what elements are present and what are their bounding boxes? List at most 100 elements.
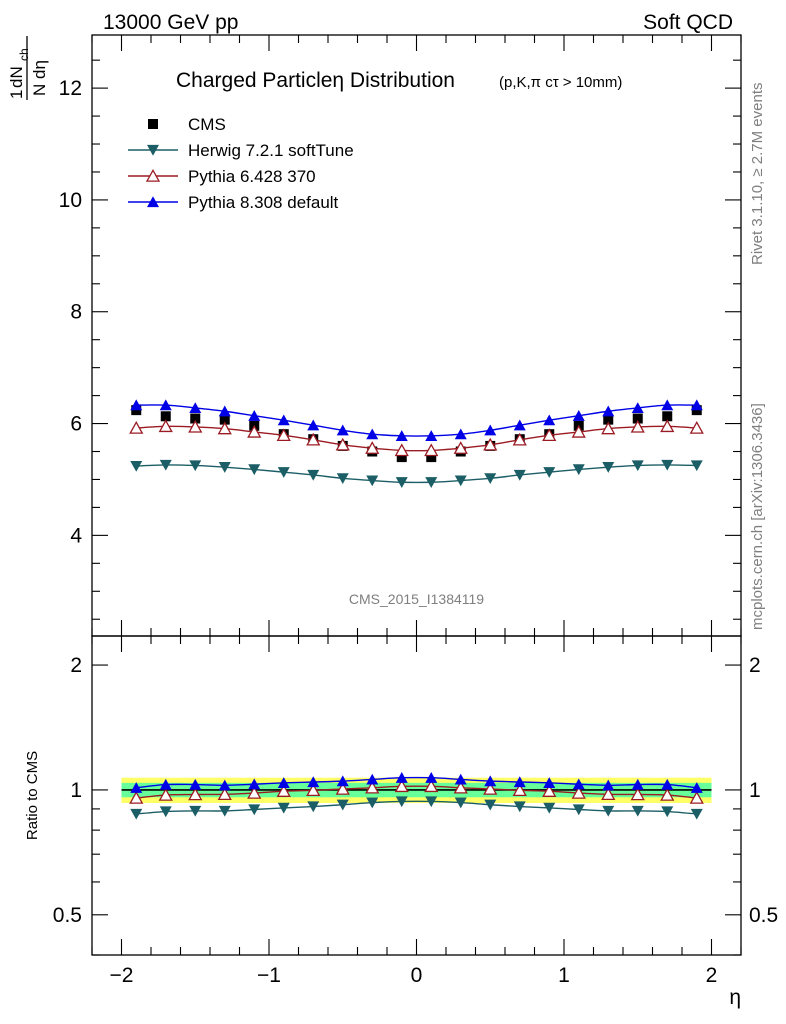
ratio-point-pythia-8-308-default (277, 777, 290, 788)
data-point-pythia-8-308-default (631, 402, 644, 413)
mcplots-label: mcplots.cern.ch [arXiv:1306.3436] (749, 403, 766, 630)
ratio-point-pythia-6-428-370 (512, 783, 527, 797)
y-axis-title: 1 dN ch N dη (7, 36, 49, 100)
ratio-axis-ticks: 0.5 0.5 1 1 2 2 −2 −1 0 1 2 (53, 636, 778, 987)
ratio-y-axis-title: Ratio to CMS (24, 751, 41, 840)
ratio-point-herwig-7-2-1-softtune (366, 797, 379, 809)
y-tick-label: 10 (59, 189, 82, 212)
data-point-pythia-6-428-370 (335, 437, 350, 451)
ratio-y-tick-label-left: 0.5 (53, 904, 82, 927)
data-point-herwig-7-2-1-softtune (277, 467, 290, 478)
data-point-pythia-8-308-default (572, 410, 585, 421)
legend-marker-pythia-8-308-default (147, 196, 159, 208)
x-axis-title: η (729, 986, 741, 1009)
data-point-pythia-8-308-default (690, 399, 703, 411)
ratio-point-pythia-8-308-default (189, 778, 202, 790)
ratio-point-pythia-6-428-370 (247, 785, 262, 799)
data-point-herwig-7-2-1-softtune (248, 464, 261, 476)
ratio-point-pythia-8-308-default (366, 773, 379, 785)
ratio-point-pythia-8-308-default (307, 776, 320, 788)
data-point-herwig-7-2-1-softtune (395, 477, 408, 488)
ratio-point-pythia-8-308-default (690, 782, 703, 793)
main-plot-area (129, 399, 704, 488)
ratio-point-herwig-7-2-1-softtune (248, 804, 261, 816)
data-point-pythia-6-428-370 (542, 428, 557, 442)
data-point-pythia-8-308-default (366, 428, 379, 440)
data-point-pythia-6-428-370 (365, 441, 380, 454)
data-point-pythia-6-428-370 (247, 424, 262, 438)
x-tick-label: 2 (706, 964, 718, 987)
data-point-herwig-7-2-1-softtune (366, 475, 379, 487)
y-tick-label: 6 (70, 413, 82, 436)
data-point-pythia-6-428-370 (276, 428, 291, 442)
ratio-point-pythia-8-308-default (159, 778, 172, 790)
ratio-point-herwig-7-2-1-softtune (661, 806, 674, 818)
data-point-herwig-7-2-1-softtune (661, 459, 674, 471)
x-tick-label: −1 (257, 964, 281, 987)
ratio-point-herwig-7-2-1-softtune (631, 805, 644, 817)
legend-marker-pythia-6-428-370 (145, 168, 161, 182)
data-point-herwig-7-2-1-softtune (218, 462, 231, 473)
legend-marker-herwig-7-2-1-softtune (147, 144, 159, 156)
ratio-point-herwig-7-2-1-softtune (454, 797, 467, 809)
ratio-point-pythia-6-428-370 (630, 787, 645, 801)
data-point-pythia-8-308-default (277, 414, 290, 426)
data-point-pythia-6-428-370 (158, 419, 173, 433)
data-point-pythia-6-428-370 (306, 432, 321, 446)
ratio-point-pythia-6-428-370 (306, 783, 321, 797)
ratio-point-herwig-7-2-1-softtune (307, 801, 320, 813)
ratio-point-herwig-7-2-1-softtune (513, 801, 526, 813)
main-axis-ticks: 4 6 8 10 12 (59, 35, 742, 636)
data-point-cms (662, 411, 673, 422)
ratio-y-tick-label-left: 1 (70, 779, 82, 802)
data-point-pythia-8-308-default (189, 402, 202, 413)
y-axis-title-den: N dη (30, 60, 49, 96)
legend-label-pythia-6-428-370: Pythia 6.428 370 (188, 167, 316, 186)
data-point-herwig-7-2-1-softtune (602, 462, 615, 473)
ratio-point-pythia-8-308-default (395, 772, 408, 783)
data-point-pythia-8-308-default (395, 430, 408, 441)
ratio-point-pythia-8-308-default (572, 778, 585, 790)
ratio-point-herwig-7-2-1-softtune (602, 805, 615, 817)
data-point-pythia-6-428-370 (188, 419, 203, 433)
ratio-point-pythia-8-308-default (602, 779, 615, 791)
data-point-pythia-6-428-370 (660, 419, 675, 433)
ratio-point-pythia-6-428-370 (158, 788, 173, 801)
series-line-herwig-7-2-1-softtune (136, 464, 697, 484)
ratio-point-pythia-8-308-default (631, 778, 644, 790)
data-point-herwig-7-2-1-softtune (572, 464, 585, 476)
ratio-point-pythia-6-428-370 (188, 787, 203, 801)
data-point-pythia-6-428-370 (453, 441, 468, 454)
ratio-point-pythia-8-308-default (336, 775, 349, 787)
data-point-herwig-7-2-1-softtune (543, 467, 556, 478)
data-point-pythia-8-308-default (454, 428, 467, 440)
data-point-pythia-8-308-default (513, 419, 526, 431)
data-point-cms (426, 452, 437, 463)
data-point-pythia-6-428-370 (601, 421, 616, 435)
data-point-pythia-8-308-default (218, 405, 231, 417)
ratio-point-pythia-6-428-370 (129, 790, 144, 804)
legend: CMS Herwig 7.2.1 softTune Pythia 6.428 370… (128, 115, 354, 212)
legend-marker-cms (148, 119, 158, 129)
ratio-point-pythia-8-308-default (661, 778, 674, 790)
ratio-point-pythia-6-428-370 (424, 779, 439, 793)
ratio-y-tick-label-right: 1 (749, 779, 761, 802)
ratio-point-pythia-6-428-370 (483, 781, 498, 795)
ratio-point-herwig-7-2-1-softtune (277, 802, 290, 814)
data-point-herwig-7-2-1-softtune (454, 475, 467, 487)
plot-title: Charged Particleη Distribution (176, 69, 455, 92)
main-panel: Charged Particleη Distribution (p,K,π cτ… (59, 34, 742, 637)
ratio-point-pythia-6-428-370 (217, 787, 232, 801)
ratio-point-herwig-7-2-1-softtune (543, 802, 556, 814)
data-point-pythia-6-428-370 (689, 420, 704, 434)
legend-label-pythia-8-308-default: Pythia 8.308 default (188, 193, 339, 212)
data-point-herwig-7-2-1-softtune (189, 460, 202, 472)
ratio-point-pythia-8-308-default (454, 773, 467, 785)
data-point-cms (632, 413, 643, 424)
ratio-point-pythia-6-428-370 (394, 779, 409, 793)
ratio-point-herwig-7-2-1-softtune (395, 796, 408, 808)
data-point-pythia-6-428-370 (483, 437, 498, 451)
data-point-pythia-6-428-370 (630, 419, 645, 433)
